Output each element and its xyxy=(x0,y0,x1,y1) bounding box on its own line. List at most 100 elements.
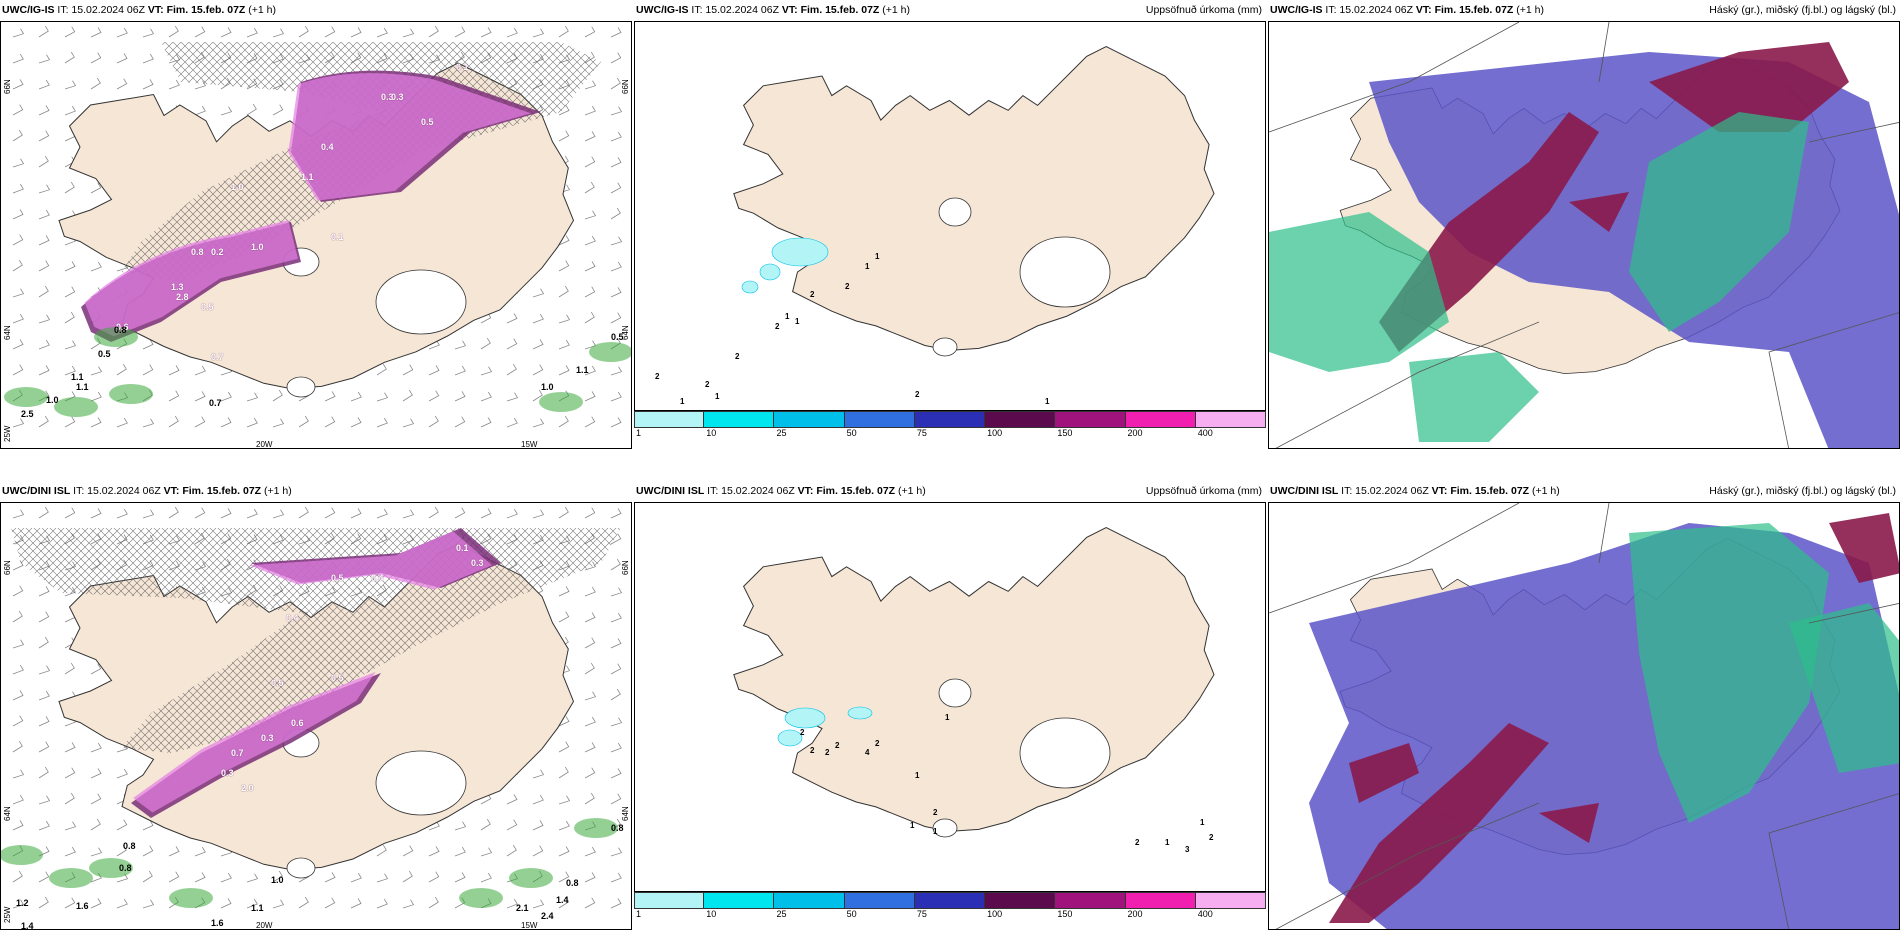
precip-green-patch xyxy=(589,342,631,362)
init-time: IT: 15.02.2024 06Z xyxy=(704,485,798,497)
wind-barb xyxy=(12,740,23,753)
wind-barb xyxy=(168,846,180,857)
wind-barb xyxy=(376,844,387,857)
glacier-vatnajokull xyxy=(1019,717,1111,789)
precip-value-label-green: 0.5 xyxy=(98,349,111,359)
legend-label: 1 xyxy=(636,909,642,919)
wind-barb xyxy=(428,25,439,38)
wind-barb xyxy=(12,820,24,831)
wind-barb xyxy=(64,286,76,298)
precip-value-label: 1.0 xyxy=(231,182,244,192)
wind-barb xyxy=(376,417,388,428)
wind-barb xyxy=(402,509,415,519)
wind-barb xyxy=(584,792,595,805)
precip-value-label-green: 1.4 xyxy=(21,921,34,930)
wind-barb xyxy=(220,898,232,909)
wind-barb xyxy=(584,210,597,220)
wind-barb xyxy=(12,313,24,324)
wind-barb xyxy=(324,897,336,909)
precip-value-label-green: 1.6 xyxy=(211,918,224,928)
wind-barb xyxy=(38,611,50,623)
init-time: IT: 15.02.2024 06Z xyxy=(70,485,164,497)
wind-barb xyxy=(454,26,466,38)
vt-label: VT: xyxy=(163,485,180,497)
precip-value-label: 0.1 xyxy=(456,62,469,72)
precip-value-label-green: 1.1 xyxy=(71,372,84,382)
precip-value-label-green: 0.8 xyxy=(611,823,624,833)
high-cloud-area xyxy=(1329,723,1549,923)
lat-label-right-top: 66N xyxy=(621,79,630,94)
wind-barb xyxy=(610,587,623,597)
wind-barb xyxy=(64,416,76,428)
precip-point-label: 1 xyxy=(910,821,915,830)
model-name: UWC/IG-IS xyxy=(2,4,55,16)
wind-barb xyxy=(402,845,414,857)
wind-barb xyxy=(558,314,571,324)
legend-label: 100 xyxy=(987,909,1003,919)
legend-swatch xyxy=(844,411,915,428)
wind-barb xyxy=(610,663,622,675)
precip-value-label-green: 0.8 xyxy=(566,878,579,888)
wind-barb xyxy=(376,508,388,519)
wind-barb xyxy=(116,898,128,909)
wind-barb xyxy=(38,79,50,90)
precip-value-label: 0.2 xyxy=(211,247,224,257)
wind-barb xyxy=(116,819,128,831)
precip-point-label: 1 xyxy=(865,262,870,271)
wind-barb xyxy=(480,872,492,883)
wind-barb xyxy=(142,418,155,428)
wind-barb xyxy=(90,27,102,38)
precip-point-label: 2 xyxy=(835,741,840,750)
wind-barb xyxy=(428,365,440,376)
wind-barb xyxy=(168,506,179,519)
wind-barb xyxy=(610,638,622,649)
cloud-cover-map[interactable] xyxy=(1268,21,1900,449)
wind-barb xyxy=(454,821,467,831)
wind-barb xyxy=(558,25,569,38)
wind-barb xyxy=(12,234,24,246)
panel-top-right: UWC/IG-IS IT: 15.02.2024 06Z VT: Fim. 15… xyxy=(1268,0,1900,449)
wind-barb xyxy=(64,897,76,909)
precip-value-label: 0.5 xyxy=(331,573,344,583)
precip-value-label-green: 0.8 xyxy=(114,325,127,335)
region-lines xyxy=(1269,503,1899,929)
legend-swatch xyxy=(914,892,986,909)
wind-barb xyxy=(584,286,596,298)
wind-barb xyxy=(90,366,103,376)
wind-barb xyxy=(454,391,466,402)
wind-barb xyxy=(558,586,570,597)
precip-point-label: 3 xyxy=(1185,845,1190,854)
wind-barb xyxy=(12,418,25,428)
wind-barb xyxy=(610,182,622,194)
wind-barb xyxy=(584,716,596,727)
boundary-line xyxy=(1269,22,1520,133)
precip-green-patch xyxy=(1,845,43,865)
wind-barb xyxy=(480,366,493,376)
wind-barb xyxy=(142,53,154,64)
wind-barb xyxy=(506,508,518,519)
map-title: Háský (gr.), miðský (fj.bl.) og lágský (… xyxy=(1709,4,1896,16)
wind-barb xyxy=(402,899,415,909)
wind-barb xyxy=(90,391,102,402)
boundary-line xyxy=(1598,22,1610,83)
panel-header: UWC/DINI ISL IT: 15.02.2024 06Z VT: Fim.… xyxy=(0,481,632,502)
wind-barb xyxy=(116,27,128,38)
legend-swatch xyxy=(1055,411,1126,428)
wind-barb xyxy=(194,365,206,376)
precip-value-label: 0.5 xyxy=(421,117,434,127)
wind-barb xyxy=(324,416,336,428)
precip-wind-map[interactable]: 0.1 0.3 0.5 0.4 1.0 0.8 1.3 2.8 1.1 0.6 0.2 0.5 0.3 0… xyxy=(0,21,632,449)
precip-green-patch xyxy=(109,384,153,404)
precip-point-label: 2 xyxy=(810,746,815,755)
high-cloud-area xyxy=(1569,192,1629,232)
wind-barb xyxy=(168,415,179,428)
wind-barb xyxy=(506,819,518,831)
wind-barb xyxy=(90,182,102,194)
cloud-cover-map[interactable] xyxy=(1268,502,1900,930)
wind-barb xyxy=(350,27,362,38)
wind-barb xyxy=(116,363,127,376)
precip-wind-map[interactable]: 0.1 0.3 0.5 0.4 0.5 0.6 0.3 0.7 2.0 0.5 0.4 0.3 0.8 0… xyxy=(0,502,632,930)
high-cloud-area xyxy=(1539,803,1599,843)
